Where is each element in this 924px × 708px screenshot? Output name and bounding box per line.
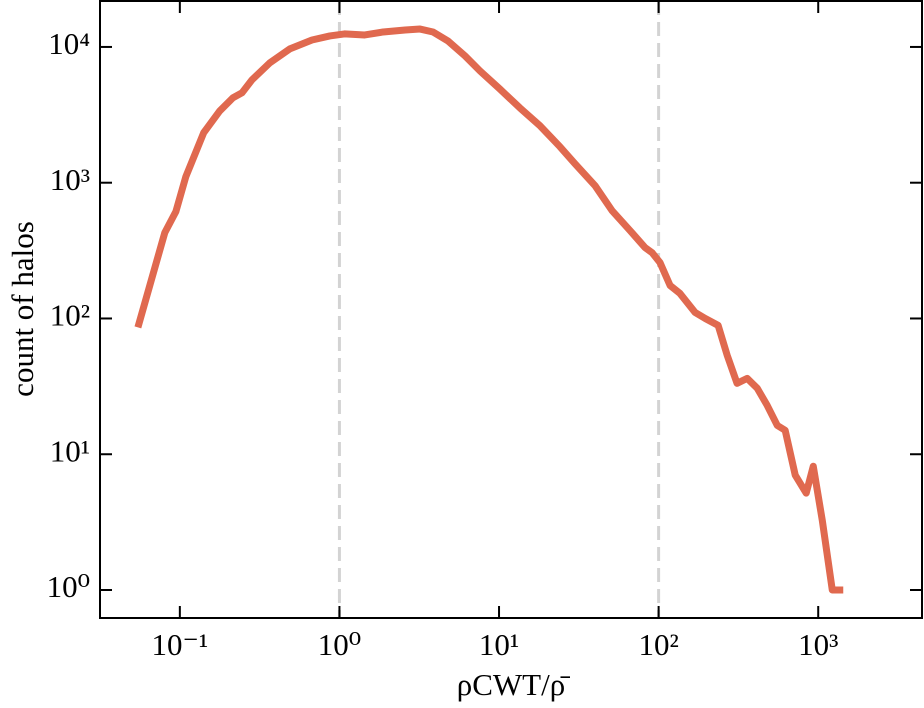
plot-frame — [99, 0, 923, 619]
y-tick-label: 10² — [50, 298, 90, 333]
y-tick-label: 10¹ — [50, 433, 90, 468]
y-tick-label: 10⁰ — [47, 569, 90, 604]
x-tick-label: 10⁻¹ — [152, 627, 209, 662]
x-tick-label: 10¹ — [479, 627, 519, 662]
y-tick-label: 10³ — [50, 162, 90, 197]
x-tick-label: 10⁰ — [318, 627, 361, 662]
y-axis-label: count of halos — [5, 221, 40, 397]
data-line — [134, 25, 844, 594]
y-tick-label: 10⁴ — [48, 26, 90, 61]
x-tick-label: 10³ — [798, 627, 838, 662]
x-tick-label: 10² — [638, 627, 678, 662]
x-axis-label: ρCWT/ρ̄ — [457, 667, 570, 702]
